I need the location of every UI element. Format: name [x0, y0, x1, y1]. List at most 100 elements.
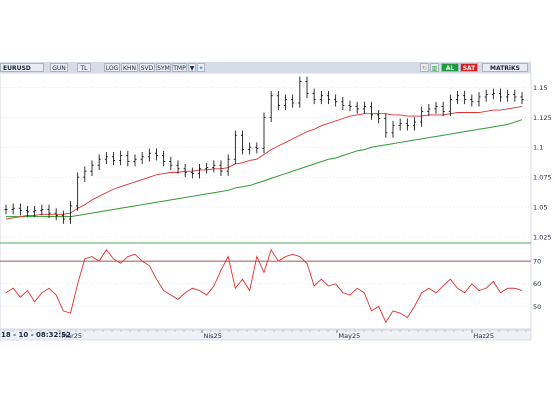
price-bar [197, 163, 202, 179]
price-bar [269, 90, 273, 123]
price-bar [248, 142, 252, 155]
chart-toolbar: EURUSD GUN TL LOG KHN SVD SYM TMP ▼ ✦ ↻ … [0, 62, 531, 74]
oscillator-tick-label: 60 [533, 280, 541, 288]
price-bar [362, 101, 366, 114]
price-bar [240, 130, 245, 155]
price-bar [219, 160, 223, 176]
price-bar [455, 90, 460, 105]
price-bar [312, 88, 316, 105]
price-bar [369, 101, 374, 120]
price-bar [470, 94, 474, 107]
price-bar [90, 160, 94, 176]
price-bar [47, 204, 51, 218]
currency-button[interactable]: TL [77, 63, 91, 72]
refresh-icon[interactable]: ↻ [420, 63, 429, 72]
price-bar [341, 96, 345, 111]
price-bar [520, 92, 524, 105]
khn-button[interactable]: KHN [121, 63, 138, 72]
time-tick-label: Nis25 [204, 332, 222, 340]
price-bar [391, 120, 395, 138]
price-bar [104, 152, 108, 164]
symbol-label[interactable]: EURUSD [0, 63, 44, 72]
price-bar [355, 101, 359, 114]
ma-short-line [5, 106, 523, 220]
oscillator-tick-label: 50 [533, 303, 541, 311]
price-bar [398, 118, 402, 131]
price-bar [226, 154, 230, 176]
time-tick-label: May25 [339, 332, 361, 340]
price-tick-label: 1.125 [533, 114, 552, 122]
price-bar [11, 203, 15, 215]
price-bar [477, 92, 481, 107]
price-bar [291, 94, 295, 108]
price-panel: 1.025 1.05 1.075 1.1 1.125 1.15 [0, 73, 552, 244]
price-bar [255, 142, 259, 154]
twitter-icon[interactable]: ✦ [197, 63, 205, 72]
matriks-button[interactable]: MATRiKS [482, 63, 528, 72]
price-bar [233, 130, 237, 164]
price-bar [427, 104, 431, 117]
chart-icon[interactable]: ▥ [430, 63, 439, 72]
oscillator-panel-frame [0, 242, 532, 330]
sell-button[interactable]: SAT [460, 63, 478, 72]
price-bar [348, 100, 352, 112]
time-axis-strip [0, 329, 532, 341]
svd-button[interactable]: SVD [139, 63, 155, 72]
price-tick-label: 1.025 [533, 234, 552, 242]
ma-long-line [6, 119, 523, 218]
price-bar [434, 101, 438, 114]
price-bar [18, 203, 22, 216]
price-bar [154, 148, 159, 161]
buy-button[interactable]: AL [441, 63, 459, 72]
period-button[interactable]: GUN [50, 63, 68, 72]
price-bar [76, 172, 80, 211]
price-bar [133, 154, 137, 167]
price-bar [61, 210, 65, 224]
price-bar [506, 89, 510, 102]
sym-button[interactable]: SYM [156, 63, 171, 72]
price-bar [305, 76, 309, 99]
price-tick-label: 1.1 [533, 144, 543, 152]
price-bar [126, 150, 130, 167]
price-bar [384, 113, 388, 138]
price-bar [420, 106, 424, 127]
price-bar [298, 76, 302, 108]
price-bar [147, 148, 151, 162]
price-tick-label: 1.05 [533, 204, 547, 212]
price-bar [183, 163, 187, 178]
price-bar [54, 208, 58, 221]
price-tick-label: 1.075 [533, 174, 552, 182]
price-bar [190, 167, 194, 179]
price-bar [4, 204, 8, 215]
price-bar [448, 94, 452, 117]
oscillator-tick-label: 70 [533, 258, 541, 266]
time-tick-label: Haz25 [474, 332, 495, 340]
price-bar [334, 94, 338, 107]
price-bar [484, 89, 488, 102]
price-bar [441, 101, 445, 117]
price-bar [169, 156, 173, 170]
price-bar [262, 112, 266, 154]
price-bar [25, 205, 30, 217]
oscillator-line [5, 248, 523, 324]
dropdown-arrow-icon[interactable]: ▼ [188, 63, 196, 72]
chart-area: 1.025 1.05 1.075 1.1 1.125 1.15 50 60 70 Mar25 N… [0, 73, 552, 341]
price-bar [212, 160, 216, 173]
price-bar [513, 89, 517, 102]
log-button[interactable]: LOG [104, 63, 120, 72]
price-bar [491, 88, 495, 100]
price-bar [83, 166, 87, 182]
time-axis: Mar25 Nis25 May25 Haz25 [0, 329, 532, 341]
tmp-button[interactable]: TMP [172, 63, 187, 72]
status-time-label: 18 - 10 - 08:32:52 [1, 331, 71, 339]
price-bar [205, 162, 209, 174]
price-bar [377, 110, 381, 124]
time-tick-label: Mar25 [62, 332, 83, 340]
price-bar [498, 88, 503, 102]
price-bar [111, 152, 116, 166]
price-bar [140, 152, 144, 164]
price-bar [176, 160, 180, 174]
price-bar [97, 154, 101, 170]
price-bar [319, 90, 323, 105]
price-bar [276, 90, 280, 111]
